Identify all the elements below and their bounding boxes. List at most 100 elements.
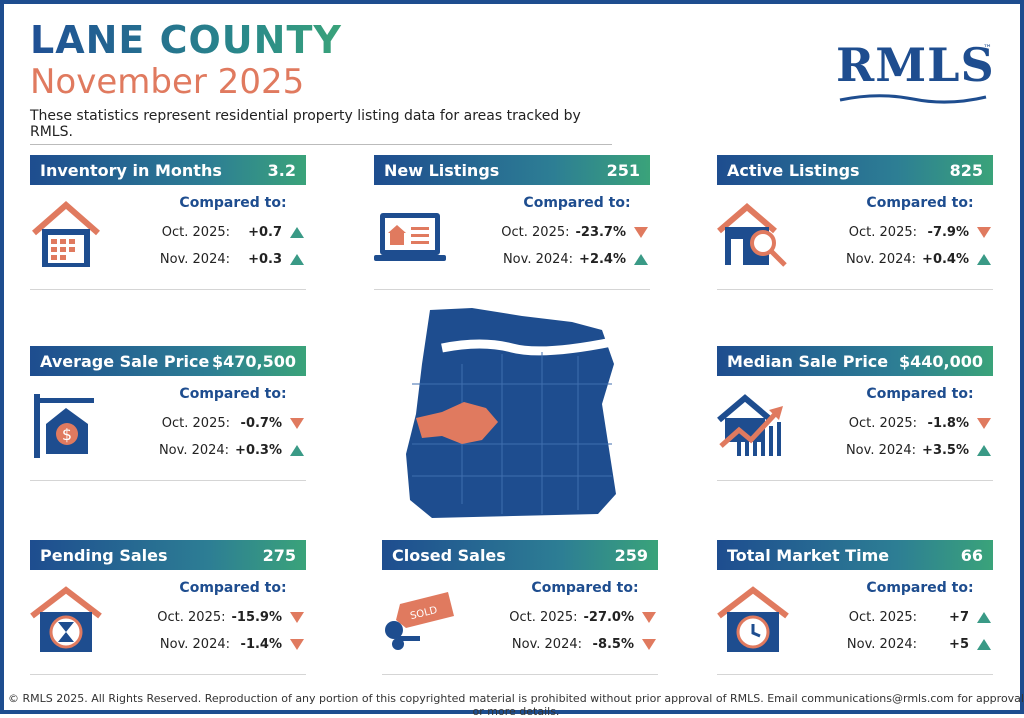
footer-copyright: © RMLS 2025. All Rights Reserved. Reprod… (8, 692, 1024, 718)
down-arrow-icon (290, 612, 304, 623)
row-label: Nov. 2024: (159, 252, 230, 267)
card-header: Closed Sales 259 (382, 540, 658, 570)
row-value: -7.9% (927, 225, 969, 240)
sale-sign-dollar-icon: $ (30, 390, 102, 462)
row-label: Oct. 2025: (848, 610, 917, 625)
divider (717, 480, 993, 481)
comparison-row: Oct. 2025: -27.0% (492, 604, 658, 631)
logo-text: RMLS (836, 38, 995, 92)
compared-label: Compared to: (866, 386, 974, 402)
row-label: Nov. 2024: (845, 443, 917, 458)
comparison-row: Nov. 2024: +0.3% (140, 437, 306, 464)
row-value: +2.4% (579, 252, 626, 267)
compared-label: Compared to: (531, 580, 639, 596)
row-value: -1.4% (240, 637, 282, 652)
card-median-sale-price: Median Sale Price $440,000 Compared to: … (717, 346, 993, 486)
comparison-row: Nov. 2024: +0.4% (827, 246, 993, 273)
comparison-row: Nov. 2024: -1.4% (140, 631, 306, 658)
down-arrow-icon (642, 639, 656, 650)
row-value: +7 (949, 610, 969, 625)
row-label: Nov. 2024: (502, 252, 574, 267)
card-title: Inventory in Months (40, 160, 222, 180)
comparison-row: Oct. 2025: -7.9% (827, 219, 993, 246)
comparison-block: Compared to: Oct. 2025: -27.0% Nov. 2024:… (492, 580, 658, 658)
house-calendar-icon (30, 199, 102, 271)
card-title: New Listings (384, 160, 500, 180)
card-header: Active Listings 825 (717, 155, 993, 185)
logo-trademark: ™ (983, 44, 992, 54)
row-label: Nov. 2024: (511, 637, 582, 652)
house-growth-chart-icon (717, 390, 789, 462)
compared-label: Compared to: (179, 195, 287, 211)
comparison-row: Nov. 2024: -8.5% (492, 631, 658, 658)
up-arrow-icon (290, 227, 304, 238)
up-arrow-icon (977, 254, 991, 265)
comparison-block: Compared to: Oct. 2025: +0.7 Nov. 2024: +0… (140, 195, 306, 273)
up-arrow-icon (290, 445, 304, 456)
down-arrow-icon (977, 418, 991, 429)
card-title: Median Sale Price (727, 351, 889, 371)
house-hourglass-icon (30, 584, 102, 656)
compared-label: Compared to: (523, 195, 631, 211)
row-label: Oct. 2025: (157, 610, 226, 625)
card-value: 66 (960, 545, 983, 565)
card-title: Active Listings (727, 160, 860, 180)
divider (382, 674, 658, 675)
row-value: +5 (949, 637, 969, 652)
row-label: Nov. 2024: (845, 252, 917, 267)
house-magnifier-icon (717, 199, 789, 271)
divider (717, 289, 993, 290)
card-header: Total Market Time 66 (717, 540, 993, 570)
row-label: Oct. 2025: (848, 225, 917, 240)
comparison-block: Compared to: Oct. 2025: -23.7% Nov. 2024:… (484, 195, 650, 273)
compared-label: Compared to: (179, 386, 287, 402)
comparison-block: Compared to: Oct. 2025: -0.7% Nov. 2024: +… (140, 386, 306, 464)
comparison-row: Oct. 2025: +0.7 (140, 219, 306, 246)
row-label: Oct. 2025: (501, 225, 570, 240)
row-value: +0.3 (248, 252, 282, 267)
comparison-row: Nov. 2024: +2.4% (484, 246, 650, 273)
card-header: New Listings 251 (374, 155, 650, 185)
card-title: Total Market Time (727, 545, 890, 565)
card-value: $470,500 (211, 351, 296, 371)
compared-label: Compared to: (866, 195, 974, 211)
down-arrow-icon (290, 418, 304, 429)
rmls-logo: RMLS ™ (836, 38, 996, 108)
card-value: 251 (606, 160, 640, 180)
row-label: Nov. 2024: (846, 637, 917, 652)
svg-text:$: $ (62, 425, 72, 444)
row-label: Oct. 2025: (509, 610, 578, 625)
comparison-row: Oct. 2025: -23.7% (484, 219, 650, 246)
divider (30, 480, 306, 481)
card-header: Average Sale Price $470,500 (30, 346, 306, 376)
row-value: +0.3% (235, 443, 282, 458)
divider (30, 289, 306, 290)
divider (374, 289, 650, 290)
card-average-sale-price: Average Sale Price $470,500 $ Compared t… (30, 346, 306, 486)
comparison-block: Compared to: Oct. 2025: -15.9% Nov. 2024:… (140, 580, 306, 658)
row-value: -1.8% (927, 416, 969, 431)
up-arrow-icon (634, 254, 648, 265)
row-value: -23.7% (575, 225, 627, 240)
card-value: 825 (949, 160, 983, 180)
up-arrow-icon (977, 639, 991, 650)
row-label: Oct. 2025: (848, 416, 917, 431)
row-label: Oct. 2025: (161, 416, 230, 431)
comparison-row: Oct. 2025: -0.7% (140, 410, 306, 437)
card-inventory-in-months: Inventory in Months 3.2 Compared to: Oct… (30, 155, 306, 295)
comparison-row: Nov. 2024: +0.3 (140, 246, 306, 273)
card-header: Pending Sales 275 (30, 540, 306, 570)
up-arrow-icon (977, 612, 991, 623)
card-value: $440,000 (898, 351, 983, 371)
down-arrow-icon (977, 227, 991, 238)
card-header: Inventory in Months 3.2 (30, 155, 306, 185)
up-arrow-icon (290, 254, 304, 265)
comparison-block: Compared to: Oct. 2025: +7 Nov. 2024: +5 (827, 580, 993, 658)
row-value: -8.5% (592, 637, 634, 652)
divider (30, 674, 306, 675)
county-title: LANE COUNTY (30, 18, 342, 62)
period-title: November 2025 (30, 62, 305, 102)
comparison-row: Oct. 2025: -15.9% (140, 604, 306, 631)
row-value: +0.4% (922, 252, 969, 267)
